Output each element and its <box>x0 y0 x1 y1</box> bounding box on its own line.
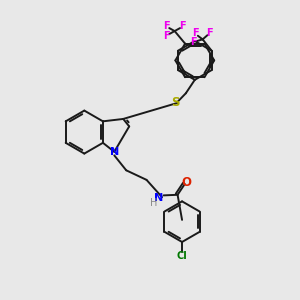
Text: F: F <box>163 31 169 40</box>
Text: F: F <box>163 21 169 31</box>
Text: N: N <box>154 194 163 203</box>
Text: F: F <box>192 28 199 38</box>
Text: H: H <box>150 198 158 208</box>
Text: F: F <box>190 38 197 47</box>
Text: Cl: Cl <box>177 251 188 261</box>
Text: F: F <box>179 21 185 31</box>
Text: S: S <box>171 96 180 109</box>
Text: N: N <box>110 147 119 157</box>
Text: F: F <box>206 28 212 38</box>
Text: O: O <box>181 176 191 189</box>
